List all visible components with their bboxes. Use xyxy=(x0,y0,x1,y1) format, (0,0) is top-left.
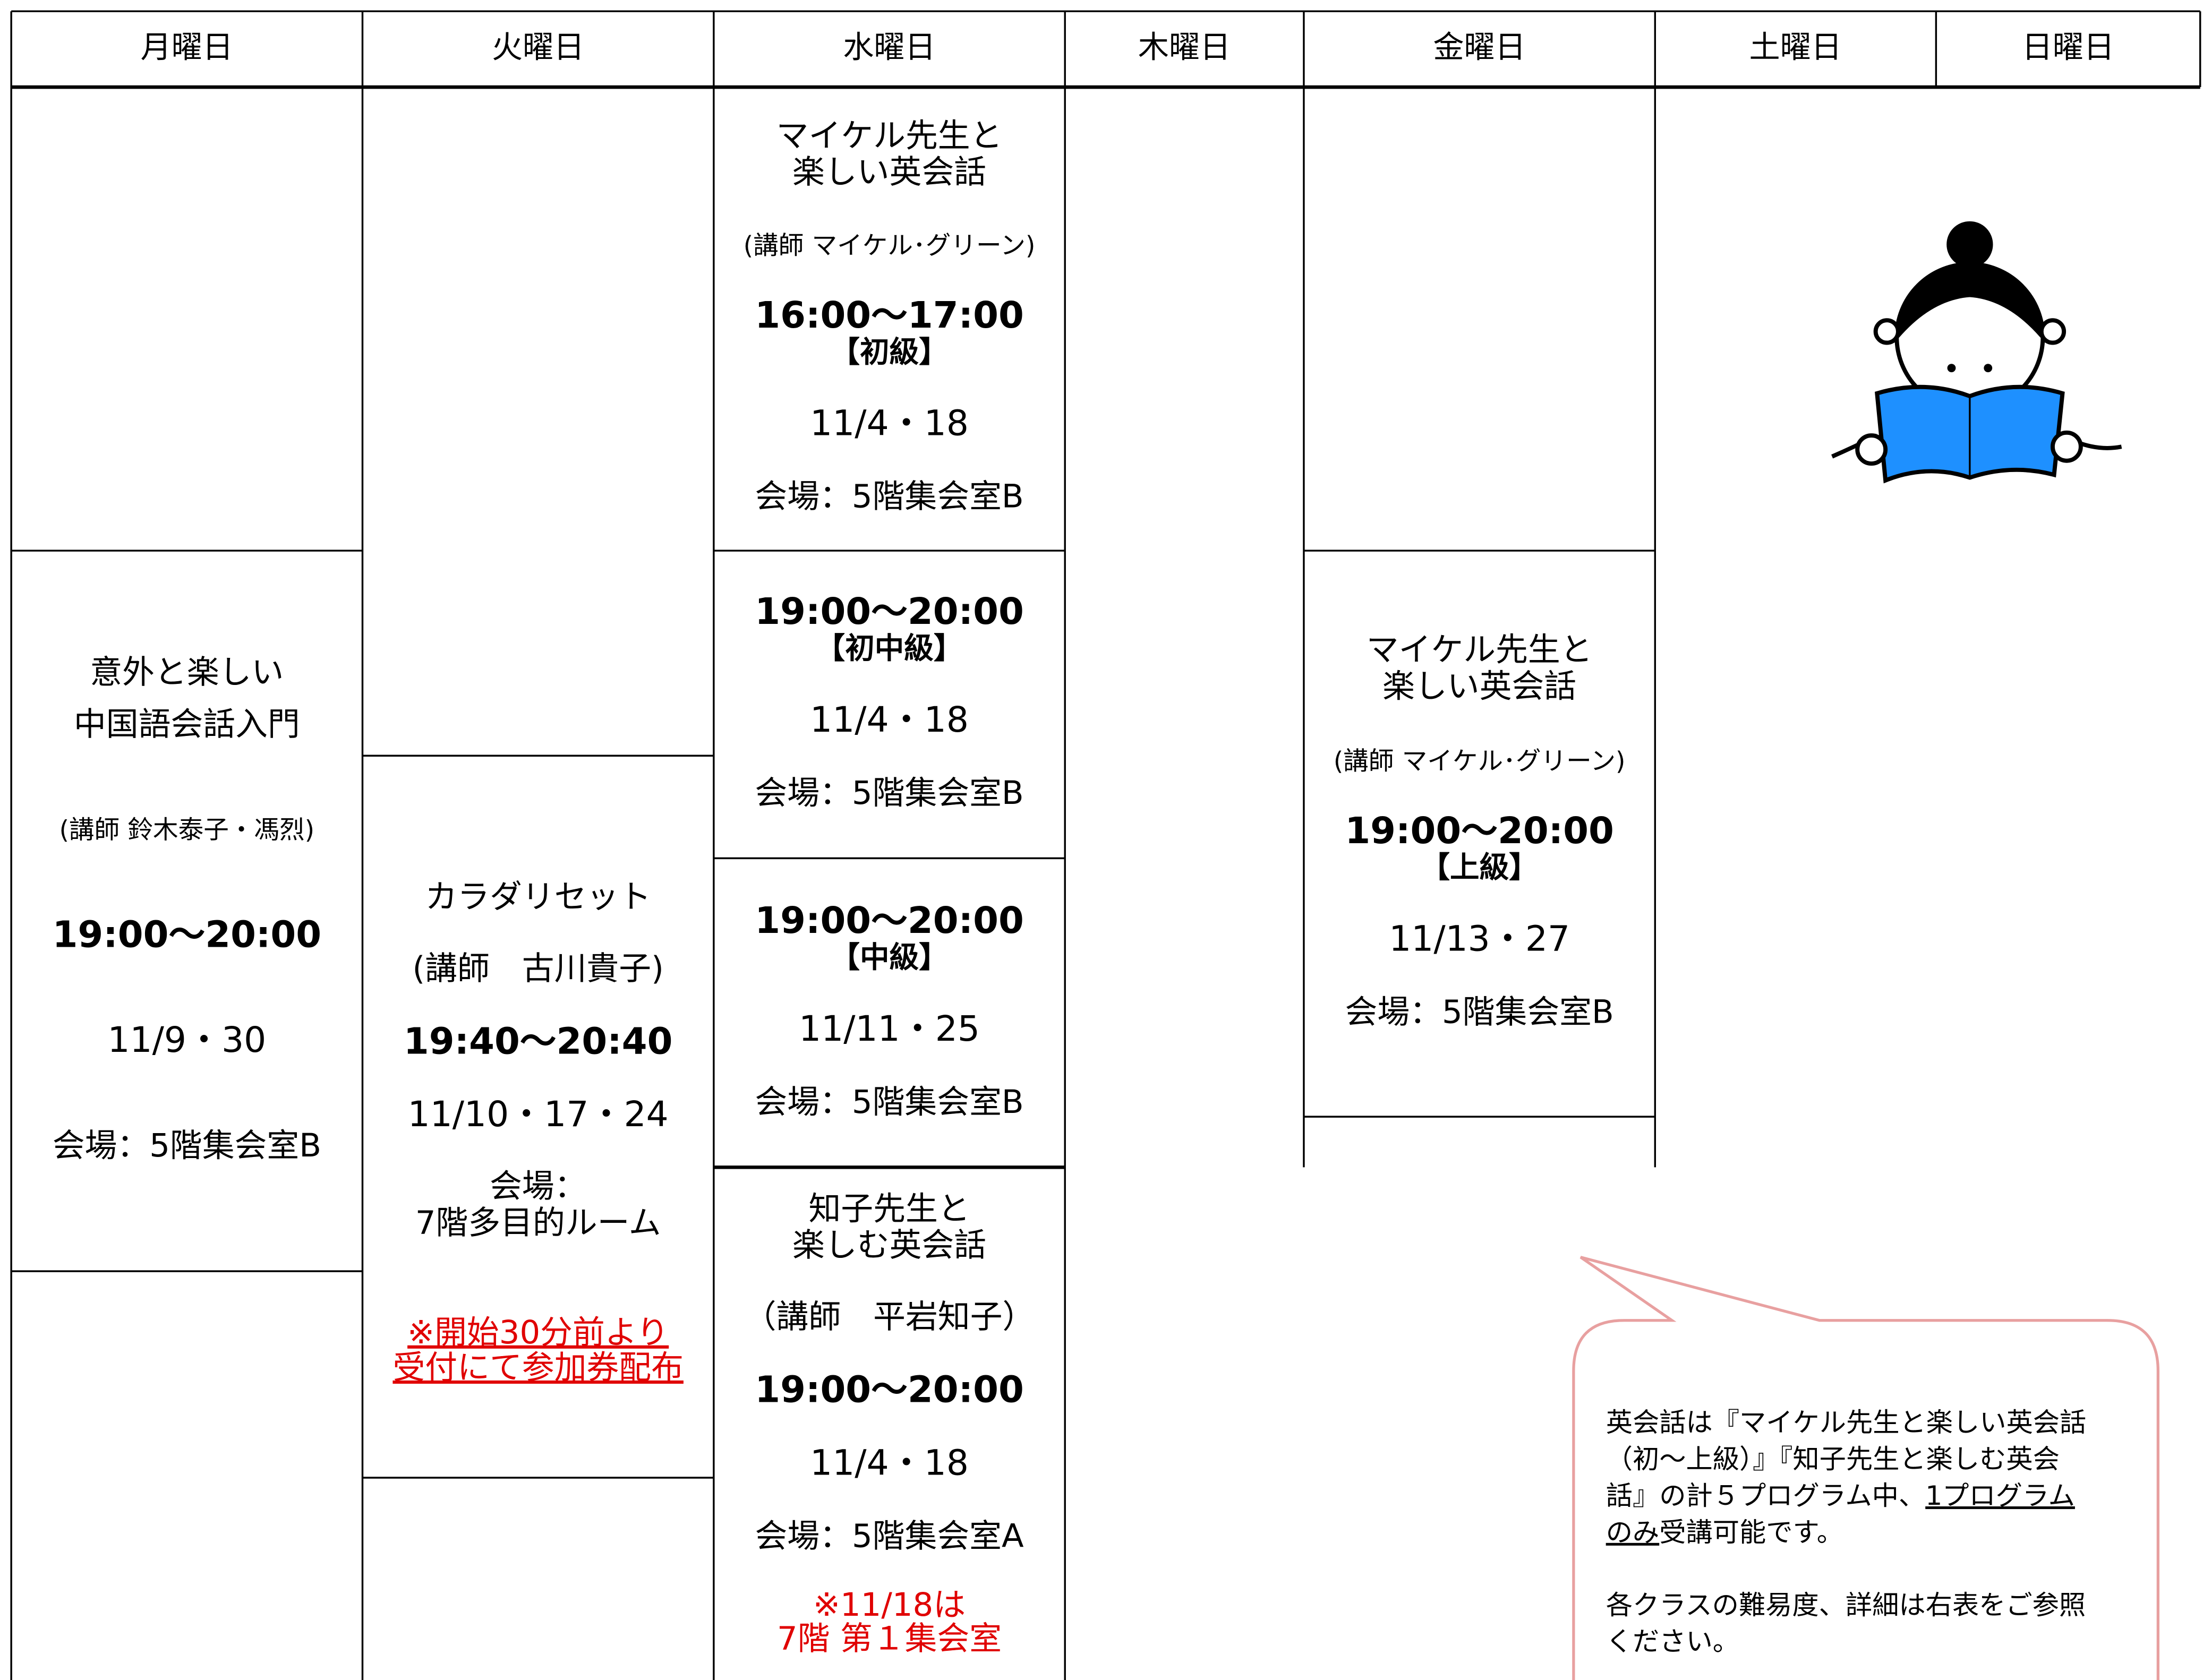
level: 【上級】 xyxy=(1421,851,1539,885)
notice-text: 話』の計５プログラム中、1プログラム xyxy=(1606,1480,2075,1511)
dates: 11/13・27 xyxy=(1389,919,1570,959)
dates: 11/4・18 xyxy=(810,1442,969,1483)
illustration xyxy=(1831,221,2122,484)
venue: 7階多目的ルーム xyxy=(415,1204,661,1241)
time: 19:00～20:00 xyxy=(53,914,322,956)
dates: 11/4・18 xyxy=(810,699,969,740)
day: 日曜日 xyxy=(2022,29,2115,65)
title: 楽しむ英会話 xyxy=(792,1227,986,1264)
time: 19:40～20:40 xyxy=(404,1021,673,1063)
venue: 会場：5階集会室B xyxy=(53,1127,321,1164)
dates: 11/9・30 xyxy=(107,1019,266,1060)
notice-emphasis: 1プログラム xyxy=(1925,1480,2075,1511)
teacher: (講師 鈴木泰子・馮烈) xyxy=(59,816,314,845)
time: 19:00～20:00 xyxy=(1345,810,1614,852)
venue: 会場：5階集会室B xyxy=(1345,994,1613,1031)
title: マイケル先生と xyxy=(1367,631,1593,668)
title: マイケル先生と xyxy=(776,117,1003,155)
venue: 会場： xyxy=(490,1168,587,1205)
day: 金曜日 xyxy=(1433,29,1526,65)
title: 中国語会話入門 xyxy=(74,706,300,743)
title: 楽しい英会話 xyxy=(792,154,986,191)
dates: 11/4・18 xyxy=(810,403,969,444)
title: 意外と楽しい xyxy=(90,654,284,691)
level: 【初中級】 xyxy=(816,631,963,666)
time: 16:00～17:00 xyxy=(755,294,1024,337)
title: 楽しい英会話 xyxy=(1382,668,1576,705)
event[interactable]: 19:00～20:00 【中級】 11/11・25 会場：5階集会室B xyxy=(755,899,1024,1121)
notice-text: 各クラスの難易度、詳細は右表をご参照 xyxy=(1606,1589,2086,1621)
notice-text: 受講可能です。 xyxy=(1659,1516,1843,1547)
notice-text: （初～上級）』『知子先生と楽しむ英会 xyxy=(1606,1443,2060,1475)
speech-bubble: 英会話は『マイケル先生と楽しい英会話 （初～上級）』『知子先生と楽しむ英会 話』… xyxy=(1572,1256,2159,1680)
day: 火曜日 xyxy=(492,29,585,65)
venue: 会場：5階集会室B xyxy=(755,478,1023,516)
dates: 11/10・17・24 xyxy=(408,1094,669,1135)
notice-text: ください。 xyxy=(1606,1626,1739,1657)
title: 知子先生と xyxy=(808,1190,970,1228)
notice-text: のみ受講可能です。 xyxy=(1606,1516,1843,1547)
notice-text: 英会話は『マイケル先生と楽しい英会話 xyxy=(1606,1407,2087,1438)
day: 水曜日 xyxy=(843,29,936,65)
teacher: (講師 マイケル･グリーン) xyxy=(744,232,1036,261)
teacher: (講師 マイケル･グリーン) xyxy=(1334,747,1626,776)
note: 受付にて参加券配布 xyxy=(392,1349,683,1386)
title: カラダリセット xyxy=(425,879,651,916)
day: 土曜日 xyxy=(1749,29,1842,65)
level: 【初級】 xyxy=(830,335,948,370)
time: 19:00～20:00 xyxy=(755,590,1024,633)
level: 【中級】 xyxy=(830,940,948,975)
note: ※開始30分前より xyxy=(407,1314,669,1351)
teacher: （講師 平岩知子） xyxy=(744,1299,1035,1336)
venue: 会場：5階集会室B xyxy=(755,1084,1023,1121)
event[interactable]: マイケル先生と 楽しい英会話 (講師 マイケル･グリーン) 16:00～17:0… xyxy=(744,117,1036,516)
teacher: (講師 古川貴子) xyxy=(413,950,664,988)
event[interactable]: カラダリセット (講師 古川貴子) 19:40～20:40 11/10・17・2… xyxy=(392,879,683,1386)
venue: 会場：5階集会室B xyxy=(755,775,1023,812)
notice-emphasis: のみ xyxy=(1606,1516,1660,1547)
notice-text: 話』の計５プログラム中、 xyxy=(1606,1480,1926,1511)
event[interactable]: マイケル先生と 楽しい英会話 (講師 マイケル･グリーン) 19:00～20:0… xyxy=(1334,631,1626,1031)
dates: 11/11・25 xyxy=(799,1008,980,1049)
event[interactable]: 19:00～20:00 【初中級】 11/4・18 会場：5階集会室B xyxy=(755,590,1024,812)
header: 月曜日 火曜日 水曜日 木曜日 金曜日 土曜日 日曜日 xyxy=(141,29,2115,65)
grid xyxy=(10,10,2201,1680)
day: 木曜日 xyxy=(1138,29,1231,65)
note: ※11/18は xyxy=(813,1587,966,1624)
day: 月曜日 xyxy=(141,29,234,65)
venue: 会場：5階集会室A xyxy=(755,1518,1023,1555)
event[interactable]: 意外と楽しい 中国語会話入門 (講師 鈴木泰子・馮烈) 19:00～20:00 … xyxy=(53,654,322,1164)
note: 7階 第１集会室 xyxy=(777,1620,1002,1657)
time: 19:00～20:00 xyxy=(755,1369,1024,1411)
event[interactable]: 知子先生と 楽しむ英会話 （講師 平岩知子） 19:00～20:00 11/4・… xyxy=(744,1190,1035,1658)
time: 19:00～20:00 xyxy=(755,899,1024,942)
